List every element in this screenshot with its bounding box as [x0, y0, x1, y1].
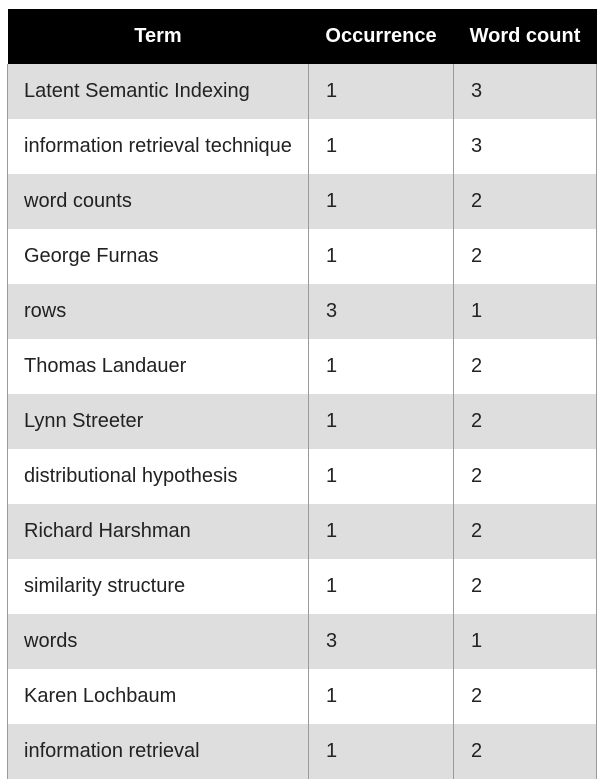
header-term: Term — [7, 9, 309, 64]
table-row: Karen Lochbaum 1 2 — [7, 669, 597, 724]
occurrence-cell: 1 — [308, 119, 454, 174]
header-row: Term Occurrence Word count — [7, 9, 597, 64]
occurrence-cell: 1 — [308, 174, 454, 229]
word-count-cell: 2 — [453, 174, 597, 229]
table-row: Richard Harshman 1 2 — [7, 504, 597, 559]
word-count-cell: 2 — [453, 449, 597, 504]
table-row: distributional hypothesis 1 2 — [7, 449, 597, 504]
term-cell: Richard Harshman — [7, 504, 309, 559]
header-occurrence: Occurrence — [308, 9, 454, 64]
terms-table: Term Occurrence Word count Latent Semant… — [7, 9, 597, 779]
occurrence-cell: 1 — [308, 449, 454, 504]
occurrence-cell: 1 — [308, 669, 454, 724]
word-count-cell: 2 — [453, 394, 597, 449]
table-row: George Furnas 1 2 — [7, 229, 597, 284]
word-count-cell: 1 — [453, 614, 597, 669]
table-row: rows 3 1 — [7, 284, 597, 339]
occurrence-cell: 1 — [308, 64, 454, 119]
table-row: Latent Semantic Indexing 1 3 — [7, 64, 597, 119]
header-word-count: Word count — [453, 9, 597, 64]
table-header: Term Occurrence Word count — [7, 9, 597, 64]
term-cell: word counts — [7, 174, 309, 229]
table-row: similarity structure 1 2 — [7, 559, 597, 614]
word-count-cell: 3 — [453, 119, 597, 174]
term-cell: words — [7, 614, 309, 669]
term-cell: distributional hypothesis — [7, 449, 309, 504]
word-count-cell: 1 — [453, 284, 597, 339]
table-row: words 3 1 — [7, 614, 597, 669]
word-count-cell: 2 — [453, 504, 597, 559]
occurrence-cell: 1 — [308, 559, 454, 614]
occurrence-cell: 1 — [308, 229, 454, 284]
term-cell: Thomas Landauer — [7, 339, 309, 394]
word-count-cell: 2 — [453, 669, 597, 724]
word-count-cell: 2 — [453, 229, 597, 284]
table-row: information retrieval technique 1 3 — [7, 119, 597, 174]
word-count-cell: 2 — [453, 724, 597, 779]
occurrence-cell: 3 — [308, 284, 454, 339]
table-row: Lynn Streeter 1 2 — [7, 394, 597, 449]
table-row: word counts 1 2 — [7, 174, 597, 229]
term-cell: rows — [7, 284, 309, 339]
table-row: information retrieval 1 2 — [7, 724, 597, 779]
term-cell: similarity structure — [7, 559, 309, 614]
term-cell: Karen Lochbaum — [7, 669, 309, 724]
table-body: Latent Semantic Indexing 1 3 information re… — [7, 64, 597, 779]
table-row: Thomas Landauer 1 2 — [7, 339, 597, 394]
occurrence-cell: 3 — [308, 614, 454, 669]
word-count-cell: 2 — [453, 339, 597, 394]
occurrence-cell: 1 — [308, 724, 454, 779]
occurrence-cell: 1 — [308, 339, 454, 394]
term-cell: Latent Semantic Indexing — [7, 64, 309, 119]
term-cell: information retrieval technique — [7, 119, 309, 174]
occurrence-cell: 1 — [308, 394, 454, 449]
term-cell: George Furnas — [7, 229, 309, 284]
word-count-cell: 3 — [453, 64, 597, 119]
occurrence-cell: 1 — [308, 504, 454, 559]
word-count-cell: 2 — [453, 559, 597, 614]
term-cell: information retrieval — [7, 724, 309, 779]
terms-table-container: Term Occurrence Word count Latent Semant… — [7, 9, 597, 779]
term-cell: Lynn Streeter — [7, 394, 309, 449]
